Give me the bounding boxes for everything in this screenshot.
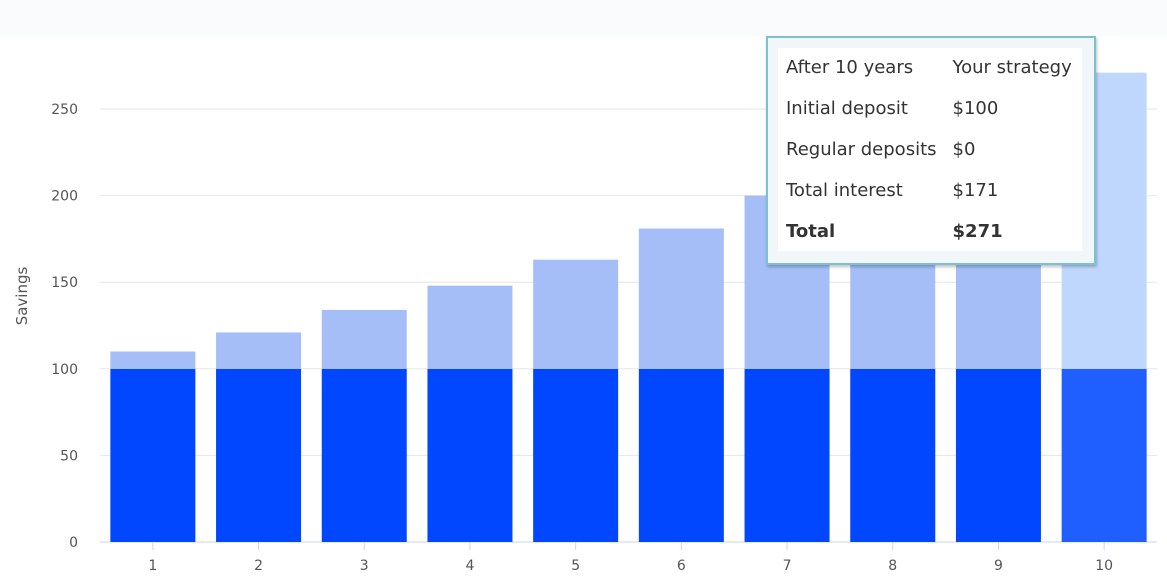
tooltip-period: After 10 years bbox=[786, 57, 914, 78]
tooltip-value: $171 bbox=[952, 180, 999, 201]
bar-interest-2[interactable] bbox=[216, 332, 302, 369]
tooltip-value: $0 bbox=[952, 139, 976, 160]
y-axis-label: Savings bbox=[13, 267, 31, 326]
bar-deposit-8[interactable] bbox=[850, 368, 936, 542]
tooltip-value: $100 bbox=[952, 98, 999, 119]
top-strip bbox=[0, 0, 1167, 36]
bar-interest-5[interactable] bbox=[533, 259, 619, 369]
bar-deposit-9[interactable] bbox=[955, 368, 1041, 542]
tooltip-table: After 10 years Your strategy Initial depo… bbox=[784, 54, 1086, 259]
bar-deposit-6[interactable] bbox=[638, 368, 724, 542]
x-tick-label: 5 bbox=[571, 558, 580, 574]
y-tick-label: 200 bbox=[51, 189, 78, 205]
y-tick-label: 0 bbox=[69, 535, 78, 551]
bar-interest-4[interactable] bbox=[427, 285, 513, 369]
x-tick-label: 1 bbox=[148, 558, 157, 574]
chart-tooltip: After 10 years Your strategy Initial depo… bbox=[766, 36, 1096, 265]
tooltip-row: Total interest $171 bbox=[784, 177, 1086, 218]
y-tick-label: 150 bbox=[51, 275, 78, 291]
y-tick-label: 50 bbox=[60, 448, 78, 464]
tooltip-row: Initial deposit $100 bbox=[784, 95, 1086, 136]
bar-deposit-2[interactable] bbox=[216, 368, 302, 542]
bar-deposit-7[interactable] bbox=[744, 368, 830, 542]
tooltip-label: Initial deposit bbox=[786, 98, 908, 119]
tooltip-row: Regular deposits $0 bbox=[784, 136, 1086, 177]
x-tick-label: 7 bbox=[783, 558, 792, 574]
x-tick-label: 8 bbox=[888, 558, 897, 574]
bar-interest-3[interactable] bbox=[321, 309, 407, 369]
x-tick-label: 2 bbox=[254, 558, 263, 574]
bar-deposit-5[interactable] bbox=[533, 368, 619, 542]
x-tick-label: 3 bbox=[360, 558, 369, 574]
tooltip-header-row: After 10 years Your strategy bbox=[784, 54, 1086, 95]
bar-deposit-3[interactable] bbox=[321, 368, 407, 542]
x-tick-label: 9 bbox=[994, 558, 1003, 574]
tooltip-total-value: $271 bbox=[952, 221, 1003, 242]
bar-deposit-1[interactable] bbox=[110, 368, 196, 542]
bar-deposit-10[interactable] bbox=[1061, 368, 1147, 542]
tooltip-label: Total interest bbox=[786, 180, 903, 201]
bar-interest-6[interactable] bbox=[638, 228, 724, 369]
bar-deposit-4[interactable] bbox=[427, 368, 513, 542]
tooltip-total-label: Total bbox=[786, 221, 836, 242]
y-tick-label: 100 bbox=[51, 362, 78, 378]
y-tick-label: 250 bbox=[51, 102, 78, 118]
x-tick-label: 6 bbox=[677, 558, 686, 574]
x-tick-label: 4 bbox=[465, 558, 474, 574]
tooltip-label: Regular deposits bbox=[786, 139, 937, 160]
tooltip-strategy: Your strategy bbox=[952, 57, 1072, 78]
tooltip-total-row: Total $271 bbox=[784, 218, 1086, 259]
x-tick-label: 10 bbox=[1095, 558, 1113, 574]
bar-interest-1[interactable] bbox=[110, 351, 196, 369]
